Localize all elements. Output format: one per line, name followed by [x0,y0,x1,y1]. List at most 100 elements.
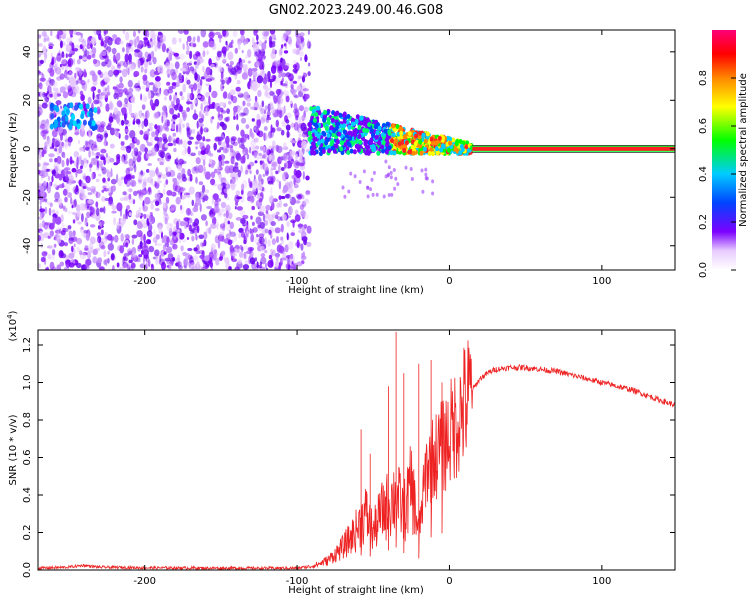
spectrogram-cell [306,225,312,234]
spectrogram-cell [299,204,305,211]
spectrogram-cell [139,223,144,229]
spectrogram-cell [84,48,88,57]
spectrogram-cell [133,70,140,77]
spectrogram-cell [111,236,115,241]
spectrogram-cell [114,73,118,78]
spectrogram-cell [271,161,278,167]
spectrogram-cell [166,69,172,77]
spectrogram-cell [270,171,273,178]
spectrogram-cell [172,257,175,262]
spectrogram-cell [407,131,412,136]
spectrogram-ytick-label: 20 [22,94,33,107]
spectrogram-cell [249,146,252,154]
spectrogram-cell [389,175,393,180]
spectrogram-cell [262,160,265,170]
spectrogram-cell [189,173,193,182]
spectrogram-cell [39,205,43,214]
spectrogram-cell [76,211,81,217]
spectrogram-cell [434,146,439,152]
spectrogram-cell [375,130,380,136]
spectrogram-cell [217,240,221,249]
spectrogram-cell [59,63,63,68]
spectrogram-cell [221,79,225,85]
spectrogram-cell [144,111,148,119]
colorbar-gradient [712,30,736,270]
spectrogram-cell [203,109,206,113]
spectrogram-cell [192,255,199,261]
spectrogram-cell [76,123,81,130]
spectrogram-cell [347,142,352,148]
spectrogram-cell [166,223,173,232]
spectrogram-cell [290,219,297,224]
spectrogram-cell [116,69,122,74]
spectrogram-cell [67,53,73,58]
spectrogram-cell [269,129,274,138]
spectrogram-cell [105,87,108,92]
spectrogram-cell [39,59,45,64]
spectrogram-cell [201,184,206,193]
spectrogram-cell [43,37,47,43]
spectrogram-cell [214,31,221,36]
spectrogram-cell [135,87,141,92]
spectrogram-cell [369,140,373,145]
spectrogram-cell [262,132,268,141]
spectrogram-cell [115,52,121,62]
spectrogram-cell [278,195,282,200]
spectrogram-cell [81,39,87,48]
spectrogram-cell [280,44,284,49]
spectrogram-cell [124,234,128,239]
spectrogram-cell [133,219,138,226]
spectrogram-cell [125,208,128,217]
spectrogram-cell [57,126,64,134]
spectrogram-cell [250,196,253,204]
spectrogram-cell [139,219,147,224]
spectrogram-cell [273,166,276,171]
spectrogram-cell [219,37,222,43]
spectrogram-cell [236,124,239,131]
spectrogram-cell [282,32,288,40]
spectrogram-cell [78,68,83,77]
spectrogram-cell [141,188,148,196]
spectrogram-cell [185,207,192,216]
spectrogram-cell [80,94,85,102]
spectrogram-cell [384,137,389,143]
spectrogram-cell [376,150,381,156]
spectrogram-cell [299,105,304,112]
spectrogram-cell [82,186,87,189]
snr-ytick-label: 1.2 [22,337,33,353]
spectrogram-cell [206,205,213,210]
spectrogram-cell [251,205,255,211]
spectrogram-cell [177,165,183,172]
spectrogram-cell [276,127,282,132]
spectrogram-cell [224,216,228,224]
spectrogram-cell [119,40,124,45]
spectrogram-cell [192,53,198,60]
spectrogram-cell [76,237,83,245]
spectrogram-cell [254,137,259,143]
spectrogram-cell [218,154,222,162]
spectrogram-cell [45,267,49,270]
spectrogram-cell [195,250,200,255]
spectrogram-cell [141,249,144,255]
spectrogram-cell [382,194,386,199]
spectrogram-cell [211,116,215,120]
spectrogram-cell [54,229,61,234]
spectrogram-cell [198,234,204,240]
spectrogram-cell [99,207,104,213]
spectrogram-cell [268,214,274,223]
spectrogram-cell [113,92,118,100]
spectrogram-cell [154,80,161,88]
spectrogram-cell [139,195,144,202]
spectrogram-cell [191,128,196,134]
spectrogram-cell [166,190,173,196]
spectrogram-cell [221,46,227,54]
spectrogram-cell [132,160,136,169]
spectrogram-cell [39,199,42,206]
spectrogram-cell [234,162,239,166]
spectrogram-cell [116,202,123,212]
spectrogram-cell [58,228,62,234]
spectrogram-cell [181,238,187,243]
spectrogram-cell [125,31,130,41]
spectrogram-cell [275,77,281,84]
spectrogram-cell [131,267,134,270]
